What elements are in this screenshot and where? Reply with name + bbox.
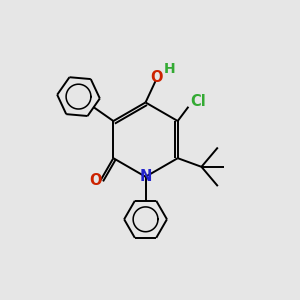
Text: Cl: Cl (190, 94, 206, 109)
Text: O: O (89, 172, 102, 188)
Text: N: N (140, 169, 152, 184)
Text: O: O (151, 70, 163, 86)
Text: H: H (164, 62, 175, 76)
